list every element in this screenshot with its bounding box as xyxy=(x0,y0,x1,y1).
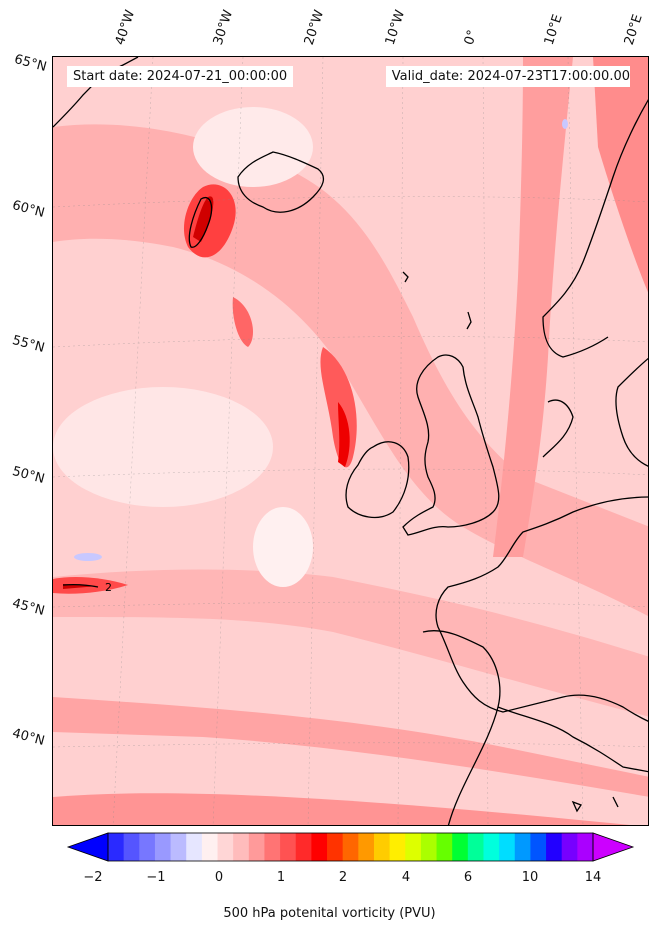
colorbar-cell xyxy=(483,833,500,861)
colorbar-tick: 14 xyxy=(584,870,602,885)
valid-date-label: Valid_date: 2024-07-23T17:00:00.00 xyxy=(385,66,630,87)
pv-map: 2 xyxy=(53,57,648,825)
pv-low-region-mid xyxy=(253,507,313,587)
shetland-coast xyxy=(466,311,472,330)
pv-contour-greenland xyxy=(188,197,213,248)
colorbar-cell xyxy=(186,833,203,861)
colorbar-cell xyxy=(154,833,172,861)
colorbar-cell xyxy=(467,833,484,861)
faroe-coast xyxy=(402,271,409,283)
colorbar-cell xyxy=(514,833,531,861)
colorbar-tick: 10 xyxy=(521,870,539,885)
colorbar-tick: 4 xyxy=(401,870,411,885)
colorbar-cell xyxy=(389,833,406,861)
pv-contour-west xyxy=(62,583,99,588)
map-panel: 2 Start date: 2024-07-21_00:00:00 Valid_… xyxy=(52,56,649,826)
norway-coast xyxy=(542,99,648,358)
pv-band-north-sea xyxy=(493,57,573,557)
pv-negative-spot-2 xyxy=(562,119,568,129)
start-date-label: Start date: 2024-07-21_00:00:00 xyxy=(67,66,294,87)
ireland-coast xyxy=(345,441,410,519)
europe-coast xyxy=(435,496,648,722)
colorbar-tick: 0 xyxy=(214,870,224,885)
colorbar-title: 500 hPa potenital vorticity (PVU) xyxy=(223,906,436,921)
great-britain-coast xyxy=(402,354,500,536)
pv-streamer-center xyxy=(232,297,253,347)
colorbar-tick: −1 xyxy=(146,870,166,885)
colorbar-cell xyxy=(170,833,187,861)
coastlines xyxy=(53,57,648,825)
pv-band-biscay xyxy=(53,569,648,717)
balearic-coast xyxy=(571,800,582,813)
colorbar-cell xyxy=(358,833,375,861)
colorbar-cell xyxy=(373,833,391,861)
pv-band-south xyxy=(53,793,630,825)
colorbar-extend-low xyxy=(66,832,109,862)
pv-low-region-iceland xyxy=(193,107,313,187)
colorbar-extend-high xyxy=(592,832,635,862)
iceland-coast xyxy=(237,151,325,213)
colorbar-cell xyxy=(327,833,344,861)
colorbar-cell xyxy=(295,833,312,861)
colorbar-tick: 6 xyxy=(463,870,473,885)
colorbar-tick: 1 xyxy=(276,870,286,885)
sardinia-coast xyxy=(612,796,619,808)
colorbar-cell xyxy=(546,833,563,861)
colorbar-cell xyxy=(452,833,469,861)
colorbar-cell xyxy=(123,833,140,861)
colorbar-cell xyxy=(499,833,516,861)
colorbar-cell xyxy=(342,833,359,861)
colorbar-cell xyxy=(264,833,281,861)
colorbar-cell xyxy=(108,833,125,861)
colorbar-cell xyxy=(436,833,453,861)
colorbar-cell xyxy=(280,833,297,861)
colorbar-cell xyxy=(311,833,328,861)
colorbar-cell xyxy=(201,833,219,861)
pv-low-region-west xyxy=(53,387,273,507)
denmark-coast xyxy=(542,399,574,458)
pv-band-iberia xyxy=(53,697,648,797)
spain-med-coast xyxy=(497,706,648,773)
colorbar-cell xyxy=(233,833,250,861)
colorbar-cell xyxy=(405,833,422,861)
colorbar-cell xyxy=(561,833,578,861)
pv-band-scandinavia xyxy=(593,57,648,293)
colorbar-cell xyxy=(420,833,438,861)
colorbar-cell xyxy=(530,833,547,861)
pv-max-atlantic xyxy=(338,402,350,467)
pv-max-greenland xyxy=(193,196,214,242)
contour-label: 2 xyxy=(105,581,112,594)
pv-negative-spot xyxy=(74,553,102,561)
colorbar-tick: 2 xyxy=(338,870,348,885)
colorbar-cell xyxy=(577,833,594,861)
colorbar-cell xyxy=(248,833,265,861)
colorbar-cells xyxy=(108,833,594,861)
colorbar-cell xyxy=(217,833,234,861)
sweden-coast xyxy=(615,357,648,467)
colorbar-cell xyxy=(139,833,156,861)
colorbar-tick: −2 xyxy=(83,870,103,885)
colorbar-outline xyxy=(107,832,594,862)
